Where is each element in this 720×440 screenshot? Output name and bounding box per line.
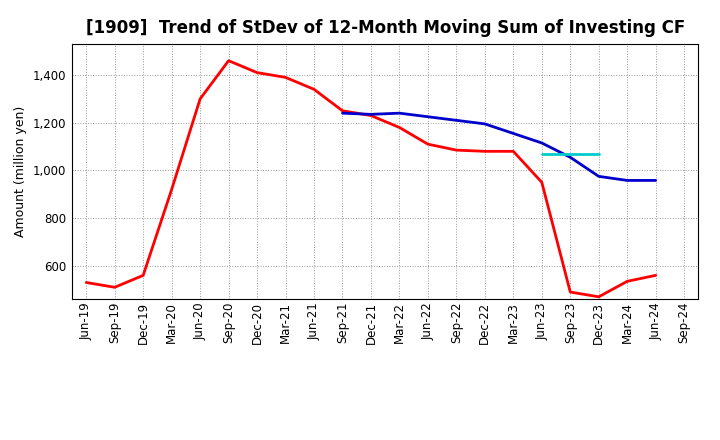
3 Years <box>167 187 176 192</box>
3 Years <box>537 180 546 185</box>
5 Years <box>423 114 432 119</box>
Line: 3 Years: 3 Years <box>86 61 656 297</box>
3 Years <box>623 279 631 284</box>
5 Years <box>566 154 575 160</box>
3 Years <box>595 294 603 300</box>
3 Years <box>338 108 347 114</box>
3 Years <box>225 58 233 63</box>
5 Years <box>595 174 603 179</box>
5 Years <box>509 131 518 136</box>
3 Years <box>253 70 261 75</box>
3 Years <box>423 142 432 147</box>
3 Years <box>139 273 148 278</box>
3 Years <box>566 290 575 295</box>
7 Years <box>537 151 546 156</box>
5 Years <box>395 110 404 116</box>
5 Years <box>623 178 631 183</box>
3 Years <box>480 149 489 154</box>
3 Years <box>110 285 119 290</box>
3 Years <box>196 96 204 102</box>
Title: [1909]  Trend of StDev of 12-Month Moving Sum of Investing CF: [1909] Trend of StDev of 12-Month Moving… <box>86 19 685 37</box>
3 Years <box>509 149 518 154</box>
3 Years <box>310 87 318 92</box>
3 Years <box>395 125 404 130</box>
3 Years <box>452 147 461 153</box>
Y-axis label: Amount (million yen): Amount (million yen) <box>14 106 27 237</box>
Line: 5 Years: 5 Years <box>343 113 656 180</box>
3 Years <box>366 113 375 118</box>
7 Years <box>595 151 603 156</box>
3 Years <box>652 273 660 278</box>
5 Years <box>366 112 375 117</box>
5 Years <box>652 178 660 183</box>
5 Years <box>480 121 489 127</box>
3 Years <box>82 280 91 285</box>
5 Years <box>338 110 347 116</box>
3 Years <box>282 75 290 80</box>
Legend: 3 Years, 5 Years, 7 Years, 10 Years: 3 Years, 5 Years, 7 Years, 10 Years <box>183 438 588 440</box>
7 Years <box>566 151 575 156</box>
5 Years <box>452 117 461 123</box>
5 Years <box>537 140 546 146</box>
